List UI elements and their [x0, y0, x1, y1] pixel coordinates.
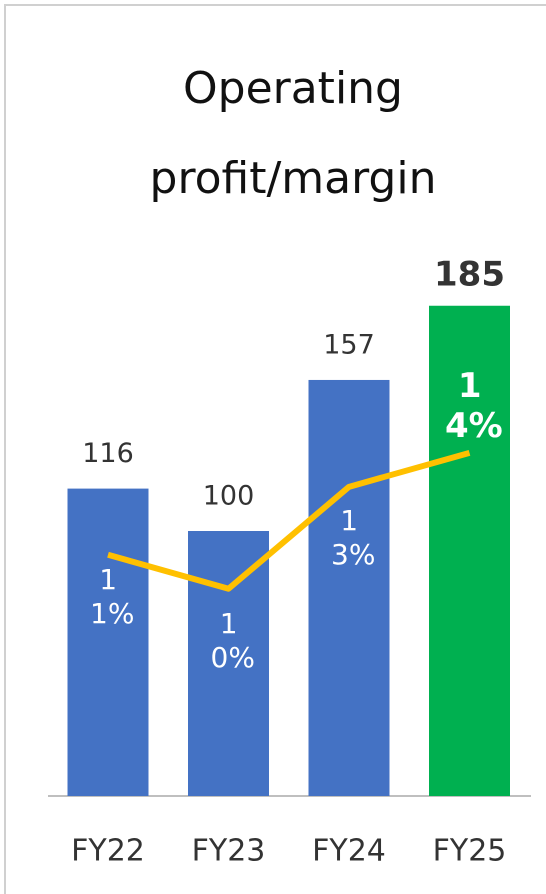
margin-label: 14% [445, 365, 503, 446]
margin-line [107, 449, 471, 592]
margin-label: 13% [331, 503, 376, 571]
frame [4, 4, 546, 894]
bar [429, 305, 510, 796]
x-tick-label: FY24 [312, 834, 386, 869]
x-tick-label: FY22 [71, 834, 145, 869]
x-tick-label: FY23 [192, 834, 266, 869]
bar [308, 379, 390, 796]
bar-value-label: 116 [82, 438, 134, 469]
bar [67, 488, 149, 796]
chart-title: Operating profit/margin [149, 63, 437, 204]
bar-value-label: 185 [434, 254, 505, 294]
bar-value-label: 100 [203, 481, 255, 512]
bar-value-label: 157 [323, 329, 375, 360]
margin-label: 10% [210, 606, 255, 674]
bar [188, 531, 269, 796]
margin-label: 11% [90, 562, 135, 630]
x-tick-label: FY25 [433, 834, 507, 869]
